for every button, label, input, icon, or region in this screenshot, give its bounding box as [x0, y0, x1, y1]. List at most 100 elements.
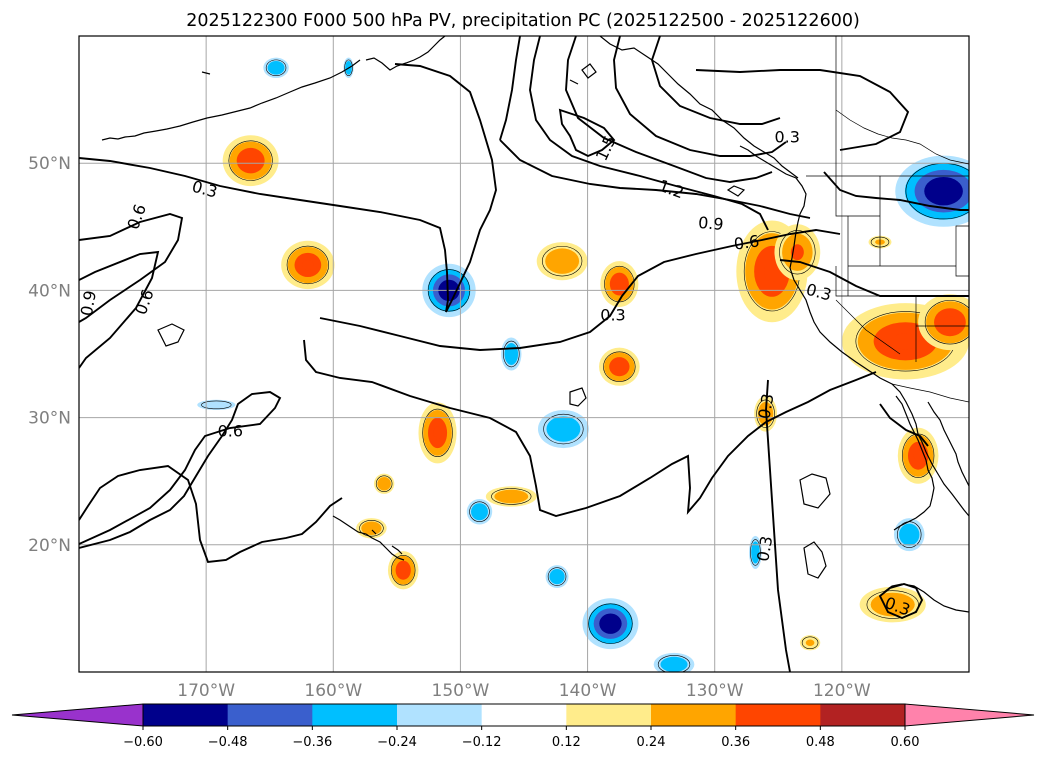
- map-panel: 0.30.60.60.90.61.51.20.90.60.30.30.30.30…: [78, 35, 970, 673]
- lon-tick-label: 150°W: [432, 681, 490, 701]
- bc-coast: [739, 145, 969, 517]
- colorbar-tick-label: 0.48: [806, 735, 835, 750]
- precip-core: [399, 566, 407, 575]
- precip-core: [381, 480, 388, 487]
- precip-core: [553, 573, 561, 580]
- nw-islands: [157, 63, 831, 579]
- precip-core: [475, 508, 484, 516]
- hawaii-islands: [332, 515, 405, 561]
- colorbar-frame: [142, 703, 906, 727]
- precip-cell: [799, 635, 821, 651]
- colorbar-tick-label: −0.12: [462, 735, 502, 750]
- precip-core: [891, 333, 919, 350]
- precip-core: [943, 316, 957, 329]
- colorbar-tick-label: −0.36: [292, 735, 332, 750]
- pv-contour: [499, 139, 811, 219]
- pv-contour: [79, 250, 160, 369]
- precip-outline: [547, 567, 567, 586]
- colorbar-segment: [312, 704, 398, 726]
- precip-core: [208, 402, 225, 408]
- coastlines: [101, 36, 969, 613]
- precip-cell: [895, 155, 969, 227]
- precip-cell: [545, 565, 569, 589]
- precip-outline: [756, 399, 775, 428]
- precip-outline: [201, 400, 232, 410]
- precip-cell: [373, 473, 395, 494]
- precip-cell: [387, 551, 419, 590]
- precip-cell: [222, 135, 279, 187]
- pv-contour: [529, 36, 769, 231]
- colorbar-max-extend: [904, 703, 1035, 727]
- precip-outline: [924, 300, 969, 345]
- colorbar-segment: [651, 704, 737, 726]
- lon-tick-label: 120°W: [813, 681, 871, 701]
- colorbar-segment: [397, 704, 483, 726]
- colorbar-min-extend: [11, 703, 144, 727]
- pv-contour: [823, 171, 969, 211]
- precip-core: [805, 639, 815, 646]
- precip-cell: [466, 499, 493, 525]
- precip-core: [244, 155, 257, 167]
- pv-contour: [319, 229, 841, 351]
- precip-cell: [485, 486, 537, 507]
- pv-contour: [79, 213, 184, 323]
- pv-contour: [558, 108, 616, 158]
- pv-contours: [79, 36, 969, 672]
- precip-core: [272, 64, 280, 71]
- precip-core: [913, 449, 923, 462]
- precip-outline: [391, 555, 416, 586]
- precip-outline: [286, 245, 329, 285]
- precip-outline: [491, 488, 532, 505]
- precip-core: [504, 493, 519, 500]
- precip-core: [556, 423, 571, 435]
- precip-outline: [228, 140, 273, 181]
- contour-label: 0.3: [754, 392, 777, 420]
- colorbar-tick-label: 0.60: [891, 735, 920, 750]
- pv-contour: [878, 583, 924, 620]
- precip-outline: [801, 636, 819, 649]
- precip-outline: [503, 340, 520, 368]
- precip-outline: [422, 408, 453, 457]
- precip-outline: [750, 539, 761, 566]
- precip-cell: [749, 535, 762, 569]
- contour-label: 0.6: [218, 421, 243, 440]
- precip-cell: [653, 652, 695, 672]
- pv-contour: [499, 36, 521, 141]
- precip-outline: [657, 655, 691, 672]
- alaska-gulf-coast: [599, 36, 799, 179]
- colorbar-segment: [820, 704, 906, 726]
- canada-interior: [835, 36, 969, 176]
- pv-contour: [651, 36, 781, 125]
- lat-tick-label: 50°N: [28, 154, 71, 174]
- precip-outline: [375, 475, 393, 492]
- contour-label: 0.3: [753, 535, 776, 563]
- precip-outline: [866, 590, 919, 619]
- aleutian-coast: [101, 59, 361, 141]
- pv-contour: [79, 63, 497, 313]
- map-frame: [78, 35, 970, 673]
- pv-contour: [79, 465, 343, 564]
- precip-cell: [536, 242, 588, 281]
- precip-cell: [281, 240, 335, 290]
- contour-label: 0.9: [697, 213, 724, 234]
- pv-contour: [779, 259, 969, 297]
- figure-title: 2025122300 F000 500 hPa PV, precipitatio…: [186, 11, 860, 31]
- colorbar-tick-label: 0.24: [637, 735, 666, 750]
- contour-label: 0.3: [600, 306, 625, 325]
- precip-cell: [263, 57, 289, 78]
- lat-tick-label: 20°N: [28, 536, 71, 556]
- precip-core: [433, 426, 442, 440]
- pv-contour: [565, 36, 773, 183]
- lat-tick-label: 30°N: [28, 409, 71, 429]
- precip-outline: [543, 413, 584, 445]
- colorbar: −0.60 −0.48 −0.36 −0.24 −0.12 0.12 0.24 0.36 0.4…: [11, 703, 1035, 750]
- colorbar-tick-label: −0.24: [377, 735, 417, 750]
- precip-core: [904, 529, 914, 540]
- colorbar-segment: [227, 704, 313, 726]
- precip-cell: [197, 399, 236, 410]
- precip-core: [615, 279, 624, 289]
- precip-core: [883, 599, 903, 610]
- colorbar-tick-label: −0.48: [208, 735, 248, 750]
- us-state-borders: [835, 176, 969, 362]
- contour-label: 0.6: [733, 231, 761, 253]
